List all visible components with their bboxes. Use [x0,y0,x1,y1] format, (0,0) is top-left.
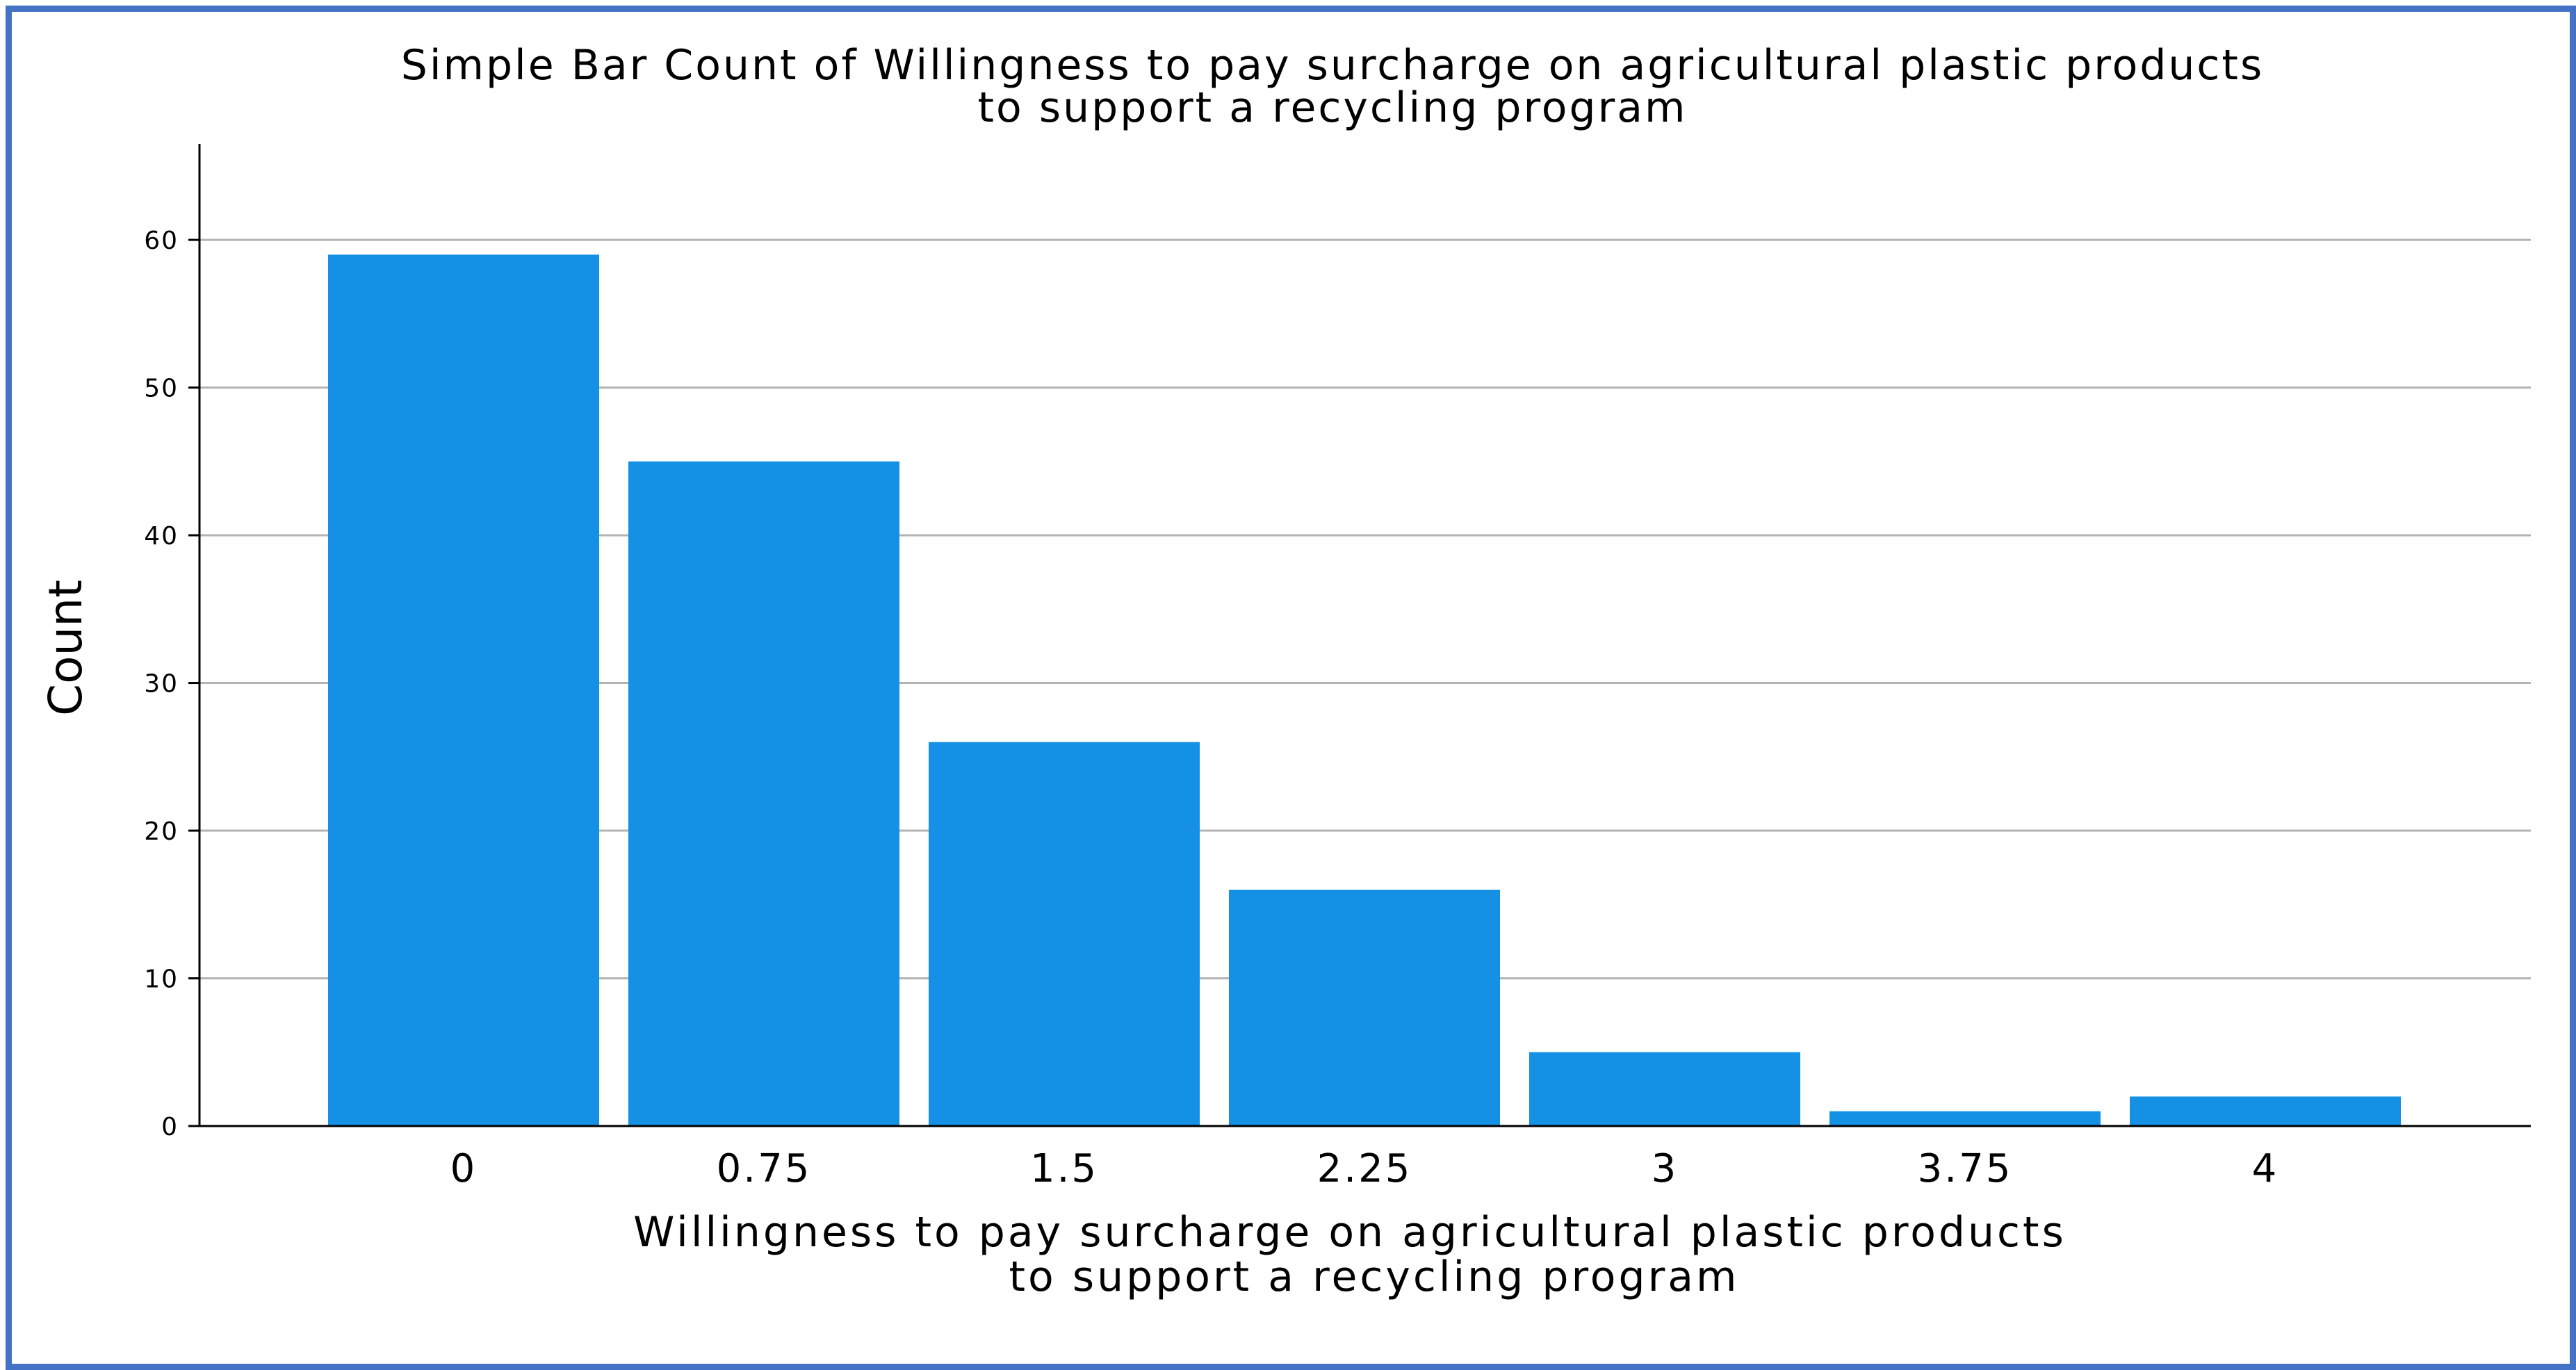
y-tick-label: 60 [144,227,179,255]
y-tick-label: 10 [144,965,179,994]
x-tick-label: 3.75 [1918,1146,2013,1191]
y-tick-label: 30 [144,670,179,699]
y-tick-label: 40 [144,522,179,551]
x-tick-label: 1.5 [1030,1146,1098,1191]
chart-title-line-1: Simple Bar Count of Willingness to pay s… [401,41,2264,90]
x-tick-label: 3 [1652,1146,1679,1191]
chart-frame: 0 10 20 30 40 50 60 0 0.75 1.5 2.25 3 3.75 4 Simple … [6,6,2576,1370]
bar-0 [328,254,599,1127]
x-tick-label: 4 [2252,1146,2279,1191]
y-axis-title: Count [39,580,92,716]
axes [198,144,2531,1127]
bar-1.5 [929,742,1200,1126]
bar-4 [2130,1096,2401,1126]
bar-3.75 [1829,1111,2101,1126]
bar-2.25 [1229,890,1500,1126]
x-tick-label: 2.25 [1317,1146,1412,1191]
y-tick-label: 0 [161,1113,179,1141]
x-tick-label: 0 [450,1146,478,1191]
bar-chart: 0 10 20 30 40 50 60 0 0.75 1.5 2.25 3 3.75 4 Simple … [39,41,2531,1301]
y-tick-label: 50 [144,375,179,403]
bars [328,254,2401,1127]
x-axis-title-line-1: Willingness to pay surcharge on agricult… [633,1208,2066,1257]
bar-0.75 [628,461,899,1126]
chart-title-line-2: to support a recycling program [978,83,1688,132]
x-tick-labels: 0 0.75 1.5 2.25 3 3.75 4 [450,1146,2279,1191]
y-tick-labels: 0 10 20 30 40 50 60 [144,227,199,1141]
bar-3 [1529,1052,1800,1126]
x-tick-label: 0.75 [717,1146,812,1191]
y-tick-label: 20 [144,817,179,846]
x-axis-title-line-2: to support a recycling program [1009,1253,1740,1301]
